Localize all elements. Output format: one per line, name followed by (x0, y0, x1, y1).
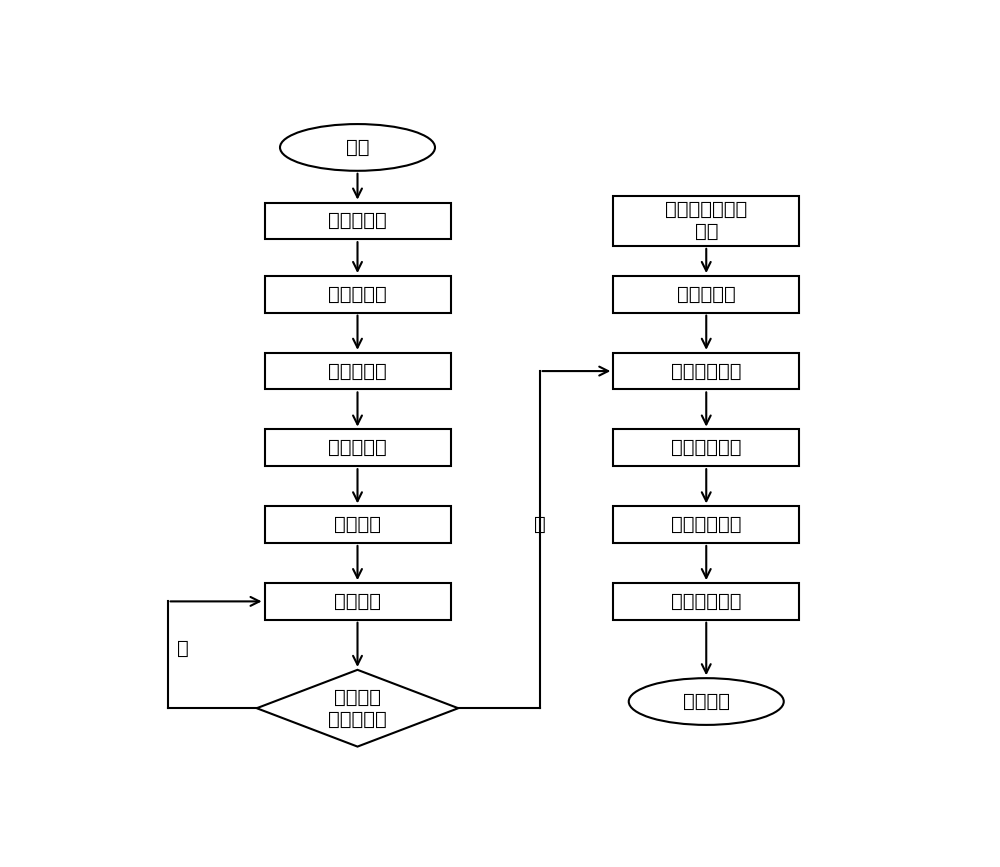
Text: 数据集准备: 数据集准备 (328, 212, 387, 231)
Bar (264, 583, 450, 620)
Text: 网络构建: 网络构建 (334, 515, 381, 534)
Text: 开始: 开始 (346, 138, 369, 157)
Text: 输出结果: 输出结果 (683, 692, 730, 711)
Text: 计算病害信息: 计算病害信息 (671, 515, 742, 534)
Text: 是: 是 (534, 515, 546, 534)
Bar (613, 583, 799, 620)
Bar (613, 353, 799, 389)
Ellipse shape (280, 124, 435, 171)
Text: 病害语义分割: 病害语义分割 (671, 362, 742, 381)
Text: 是否满足
工程需要？: 是否满足 工程需要？ (328, 688, 387, 728)
Text: 模型训练: 模型训练 (334, 592, 381, 611)
Text: 获取外部信息: 获取外部信息 (671, 592, 742, 611)
Bar (264, 276, 450, 313)
Polygon shape (257, 670, 458, 746)
Text: 数据预处理: 数据预处理 (677, 284, 736, 303)
Bar (613, 276, 799, 313)
Text: 获取桥梁视频流
数据: 获取桥梁视频流 数据 (665, 200, 747, 241)
Bar (264, 353, 450, 389)
Bar (264, 506, 450, 543)
Text: 判断病害情况: 判断病害情况 (671, 439, 742, 458)
Bar (613, 429, 799, 466)
Text: 数据集划分: 数据集划分 (328, 439, 387, 458)
Text: 否: 否 (177, 639, 189, 658)
Bar (264, 429, 450, 466)
Text: 数据集标注: 数据集标注 (328, 284, 387, 303)
Bar (613, 506, 799, 543)
Bar (264, 203, 450, 239)
Text: 图像预处理: 图像预处理 (328, 362, 387, 381)
Ellipse shape (629, 678, 784, 725)
Bar (613, 196, 799, 246)
